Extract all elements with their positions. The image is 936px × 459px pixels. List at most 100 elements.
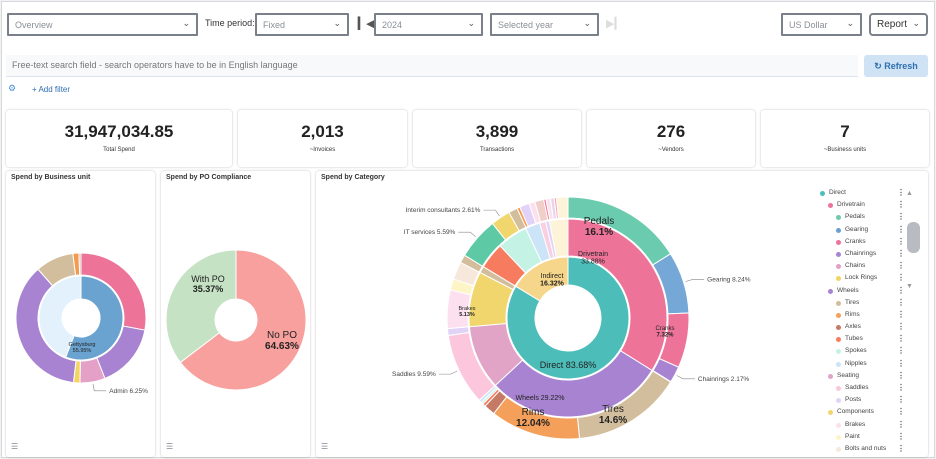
filter-icon[interactable]: ⚙ — [8, 83, 17, 93]
kpi-label: Transactions — [479, 147, 515, 153]
slice-segment — [78, 252, 82, 276]
currency-select[interactable]: US Dollar ⌄ — [781, 13, 862, 36]
legend-item[interactable]: Lock Rings ⋮ — [820, 273, 910, 285]
more-options-icon[interactable]: ⋮ — [897, 431, 905, 441]
legend-item[interactable]: Brakes ⋮ — [820, 420, 910, 432]
legend-item[interactable]: Cranks ⋮ — [820, 237, 910, 249]
legend-item[interactable]: Axles ⋮ — [820, 322, 910, 334]
list-icon[interactable]: ☰ — [11, 442, 19, 451]
more-options-icon[interactable]: ⋮ — [897, 224, 905, 234]
refresh-button[interactable]: ↻ Refresh — [864, 55, 928, 77]
slice-no-po — [179, 249, 307, 391]
leader-line — [92, 383, 107, 392]
leader-line — [676, 375, 695, 380]
legend-scrollbar[interactable] — [907, 222, 920, 253]
legend-color-dot — [836, 325, 841, 331]
more-options-icon[interactable]: ⋮ — [897, 443, 905, 453]
legend-label: Saddles — [845, 384, 869, 391]
kpi-business-units: 7 ~Business units — [761, 110, 929, 167]
legend-item[interactable]: Drivetrain ⋮ — [820, 200, 910, 212]
legend-item[interactable]: Saddles ⋮ — [820, 383, 910, 395]
view-select-value: Overview — [15, 20, 53, 30]
period-type-select[interactable]: Fixed ⌄ — [255, 13, 349, 36]
view-select[interactable]: Overview ⌄ — [7, 13, 198, 36]
legend-item[interactable]: Posts ⋮ — [820, 395, 910, 407]
legend-color-dot — [836, 215, 841, 221]
slice-direct — [506, 256, 630, 380]
legend-item[interactable]: Spokes ⋮ — [820, 346, 910, 358]
legend-item[interactable]: Chains ⋮ — [820, 261, 910, 273]
add-filter-link[interactable]: + Add filter — [32, 85, 71, 94]
legend-item[interactable]: Bolts and nuts ⋮ — [820, 444, 910, 456]
more-options-icon[interactable]: ⋮ — [897, 261, 905, 271]
kpi-vendors: 276 ~Vendors — [587, 110, 755, 167]
legend-item[interactable]: Components ⋮ — [820, 407, 910, 419]
legend-item[interactable]: Rims ⋮ — [820, 310, 910, 322]
outside-label: Admin 6.25% — [109, 388, 148, 395]
legend-color-dot — [828, 373, 833, 379]
panel-title: Spend by Category — [321, 174, 385, 181]
legend-item[interactable]: Pedals ⋮ — [820, 212, 910, 224]
legend-item[interactable]: Seating ⋮ — [820, 371, 910, 383]
legend-item[interactable]: Gearing ⋮ — [820, 225, 910, 237]
more-options-icon[interactable]: ⋮ — [897, 322, 905, 332]
more-options-icon[interactable]: ⋮ — [897, 358, 905, 368]
report-button[interactable]: Report ⌄ — [869, 13, 928, 36]
more-options-icon[interactable]: ⋮ — [897, 285, 905, 295]
year-mode-select[interactable]: Selected year ⌄ — [490, 13, 599, 36]
kpi-label: ~Vendors — [658, 147, 684, 153]
legend-label: Chains — [845, 262, 866, 270]
legend-item[interactable]: Tires ⋮ — [820, 298, 910, 310]
legend-label: Pedals — [845, 213, 865, 221]
more-options-icon[interactable]: ⋮ — [897, 297, 905, 307]
more-options-icon[interactable]: ⋮ — [897, 236, 905, 246]
more-options-icon[interactable]: ⋮ — [897, 346, 905, 356]
legend-item[interactable]: Tubes ⋮ — [820, 334, 910, 346]
scroll-down-icon[interactable]: ▼ — [906, 283, 913, 290]
more-options-icon[interactable]: ⋮ — [897, 407, 905, 417]
list-icon[interactable]: ☰ — [166, 442, 174, 451]
panel-title: Spend by Business unit — [11, 174, 91, 181]
chevron-down-icon: ⌄ — [912, 18, 920, 28]
legend-item[interactable]: Wheels ⋮ — [820, 286, 910, 298]
year-select[interactable]: 2024 ⌄ — [374, 13, 483, 36]
refresh-icon: ↻ — [874, 61, 885, 71]
legend-label: Tires — [845, 298, 860, 306]
kpi-label: Total Spend — [103, 147, 135, 153]
more-options-icon[interactable]: ⋮ — [897, 248, 905, 258]
chevron-down-icon: ⌄ — [846, 18, 854, 28]
legend-label: Chainrings — [845, 249, 877, 257]
legend-item[interactable]: Nipples ⋮ — [820, 359, 910, 371]
previous-period-icon[interactable]: ▎◀ — [358, 18, 375, 30]
slice-label: Drivetrain — [578, 251, 608, 258]
legend-label: Direct — [829, 189, 846, 196]
legend-item[interactable]: Direct ⋮ — [820, 188, 910, 200]
more-options-icon[interactable]: ⋮ — [897, 383, 905, 392]
more-options-icon[interactable]: ⋮ — [897, 419, 905, 429]
list-icon[interactable]: ☰ — [321, 442, 329, 451]
kpi-transactions: 3,899 Transactions — [413, 110, 581, 167]
more-options-icon[interactable]: ⋮ — [897, 309, 905, 319]
slice-label: Gettysburg — [69, 342, 96, 348]
legend-color-dot — [836, 300, 841, 306]
more-options-icon[interactable]: ⋮ — [897, 334, 905, 344]
more-options-icon[interactable]: ⋮ — [897, 212, 905, 222]
scroll-up-icon[interactable]: ▲ — [906, 190, 913, 197]
more-options-icon[interactable]: ⋮ — [897, 370, 905, 380]
search-input[interactable]: Free-text search field - search operator… — [6, 55, 858, 77]
next-period-icon[interactable]: ▶▎ — [606, 18, 623, 30]
legend-color-dot — [836, 386, 841, 391]
kpi-value: 3,899 — [475, 122, 519, 141]
legend-label: Bolts and nuts — [845, 444, 887, 452]
more-options-icon[interactable]: ⋮ — [897, 273, 905, 283]
legend-item[interactable]: Paint ⋮ — [820, 432, 910, 444]
legend-item[interactable]: Chainrings ⋮ — [820, 249, 910, 261]
slice-label: 33.88% — [581, 259, 605, 266]
legend-color-dot — [836, 398, 841, 404]
more-options-icon[interactable]: ⋮ — [897, 200, 905, 210]
slice-drivetrain — [567, 218, 668, 372]
legend-label: Seating — [837, 371, 860, 379]
legend-label: Tubes — [845, 335, 863, 343]
more-options-icon[interactable]: ⋮ — [897, 395, 905, 405]
more-options-icon[interactable]: ⋮ — [897, 188, 905, 197]
